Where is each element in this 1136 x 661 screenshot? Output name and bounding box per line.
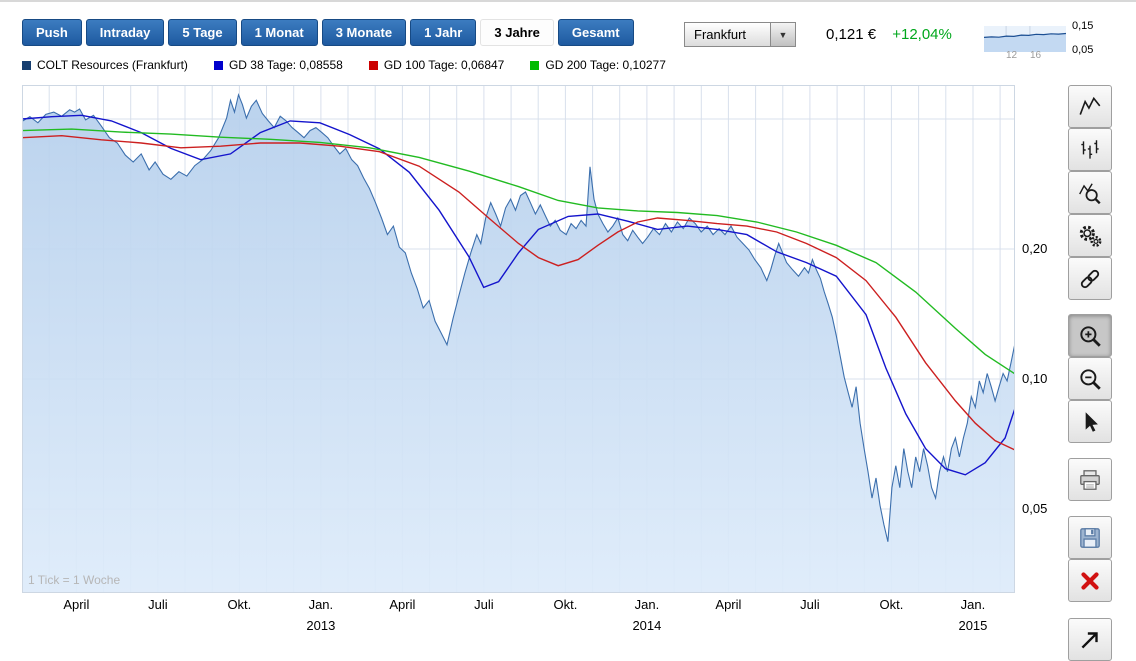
settings-button[interactable] [1068, 214, 1112, 257]
chart-legend: COLT Resources (Frankfurt) GD 38 Tage: 0,… [22, 58, 666, 72]
chevron-down-icon[interactable]: ▼ [770, 22, 796, 47]
mini-y-max-label: 0,15 [1072, 20, 1094, 32]
x-axis-label: Okt. [227, 597, 252, 612]
tick-note: 1 Tick = 1 Woche [28, 573, 121, 587]
legend-label: GD 38 Tage: 0,08558 [228, 58, 343, 72]
chart-type-bars-button[interactable] [1068, 128, 1112, 171]
link-icon [1077, 266, 1103, 292]
zoom-out-icon [1077, 366, 1103, 392]
printer-icon [1077, 467, 1103, 493]
legend-swatch [22, 60, 31, 70]
x-axis-label: Juli [800, 597, 820, 612]
zoom-in-icon [1077, 323, 1103, 349]
legend-item: GD 100 Tage: 0,06847 [368, 58, 505, 72]
mini-sparkline [983, 26, 1067, 52]
chart-magnifier-icon [1077, 180, 1103, 206]
legend-item: GD 200 Tage: 0,10277 [530, 58, 666, 72]
x-axis-label: Okt. [553, 597, 578, 612]
zoom-out-button[interactable] [1068, 357, 1112, 400]
y-axis-label: 0,10 [1022, 371, 1048, 386]
x-axis-label: Juli [474, 597, 494, 612]
legend-item: GD 38 Tage: 0,08558 [213, 58, 343, 72]
x-axis-label: April [389, 597, 416, 612]
chart-analysis-button[interactable] [1068, 171, 1112, 214]
top-divider [0, 0, 1136, 2]
cursor-icon [1077, 409, 1103, 435]
delete-button[interactable] [1068, 559, 1112, 602]
y-axis-label: 0,20 [1022, 241, 1048, 256]
x-axis-label: Jan. [308, 597, 334, 612]
range-button-intraday[interactable]: Intraday [85, 19, 165, 46]
legend-label: COLT Resources (Frankfurt) [37, 58, 188, 72]
range-button-3-monate[interactable]: 3 Monate [321, 19, 407, 46]
legend-swatch [368, 60, 378, 70]
legend-label: GD 100 Tage: 0,06847 [383, 58, 505, 72]
range-button-5-tage[interactable]: 5 Tage [168, 19, 237, 46]
delete-x-icon [1077, 568, 1103, 594]
x-axis-label: Jan. [634, 597, 660, 612]
x-axis-label: Okt. [879, 597, 904, 612]
x-axis-label: April [63, 597, 90, 612]
x-axis-year-label: 2015 [958, 618, 988, 633]
x-axis-year-label: 2013 [306, 618, 336, 633]
mini-y-min-label: 0,05 [1072, 44, 1094, 56]
range-button-gesamt[interactable]: Gesamt [557, 19, 634, 46]
save-icon [1077, 525, 1103, 551]
x-axis-label: Jan. [960, 597, 986, 612]
range-button-push[interactable]: Push [22, 19, 82, 46]
quote-change: +12,04% [892, 26, 952, 43]
y-axis-label: 0,05 [1022, 501, 1048, 516]
link-button[interactable] [1068, 257, 1112, 300]
legend-item: COLT Resources (Frankfurt) [22, 58, 188, 72]
exchange-selected-value[interactable]: Frankfurt [684, 22, 770, 47]
chart-tools-toolbar [1068, 85, 1112, 661]
mini-chart [983, 26, 1067, 52]
x-axis-label: April [715, 597, 742, 612]
line-chart-icon [1077, 94, 1103, 120]
range-buttons: Push Intraday 5 Tage 1 Monat 3 Monate 1 Jahr 3… [22, 19, 638, 46]
quote: 0,121 € +12,04% [826, 26, 952, 43]
zoom-in-button[interactable] [1068, 314, 1112, 357]
pointer-button[interactable] [1068, 400, 1112, 443]
ohlc-bars-icon [1077, 137, 1103, 163]
gears-icon [1077, 223, 1103, 249]
range-button-1-jahr[interactable]: 1 Jahr [410, 19, 477, 46]
legend-swatch [213, 60, 223, 70]
save-button[interactable] [1068, 516, 1112, 559]
legend-swatch [530, 60, 540, 70]
chart-type-line-button[interactable] [1068, 85, 1112, 128]
x-axis-year-label: 2014 [632, 618, 662, 633]
price-chart-canvas[interactable] [22, 85, 1015, 593]
mini-x-label: 16 [1030, 50, 1042, 61]
range-button-1-monat[interactable]: 1 Monat [240, 19, 318, 46]
exchange-select[interactable]: Frankfurt ▼ [684, 22, 796, 47]
range-button-3-jahre[interactable]: 3 Jahre [480, 19, 554, 46]
price-chart[interactable]: 1 Tick = 1 Woche [22, 85, 1015, 593]
quote-price: 0,121 € [826, 26, 877, 43]
mini-x-label: 12 [1006, 50, 1018, 61]
print-button[interactable] [1068, 458, 1112, 501]
legend-label: GD 200 Tage: 0,10277 [545, 58, 666, 72]
x-axis-label: Juli [148, 597, 168, 612]
